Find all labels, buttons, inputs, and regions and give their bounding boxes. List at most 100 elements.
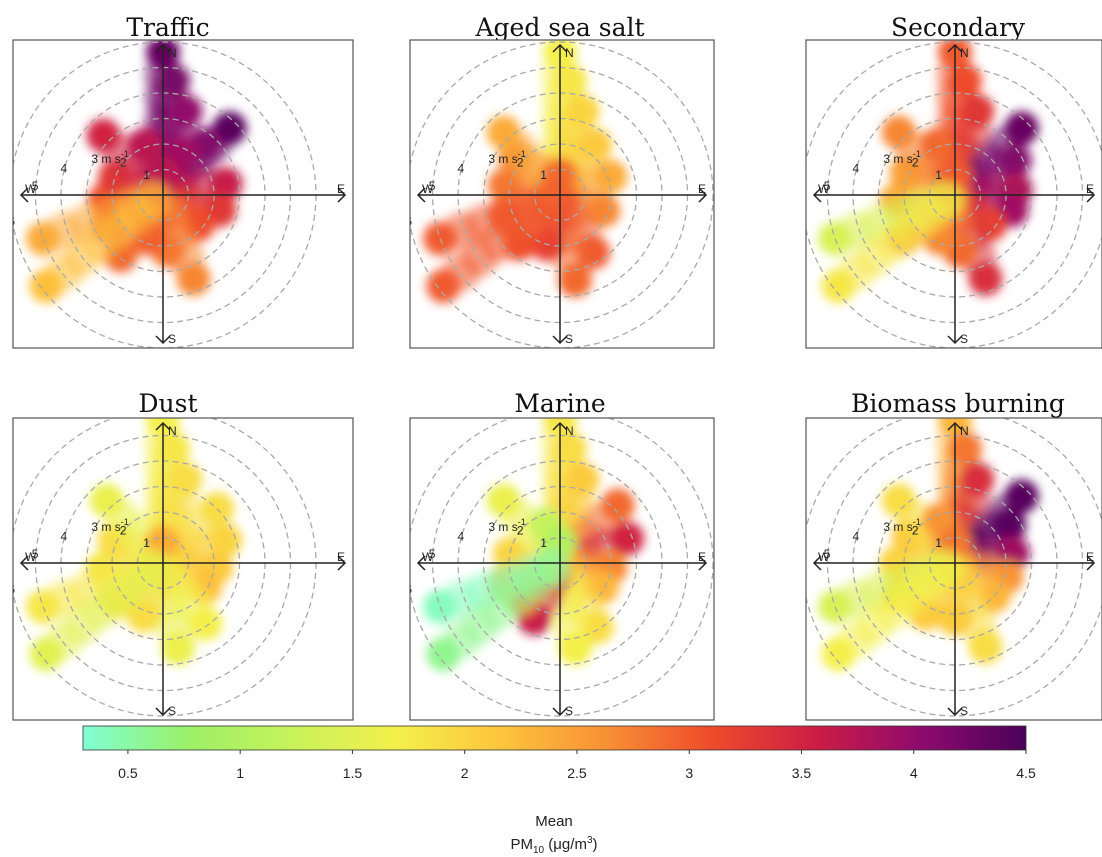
colorbar-tick-label: 3 (685, 765, 693, 781)
ring-label: 3 m s-1 (883, 149, 920, 166)
colorbar-tick-label: 0.5 (118, 765, 138, 781)
ring-label: 1 (540, 536, 547, 550)
ring-label: 4 (60, 530, 67, 544)
data-fill (532, 182, 571, 221)
colorbar-tick-label: 4 (910, 765, 918, 781)
ring-label: 5 (32, 547, 39, 561)
south-label: S (565, 704, 573, 718)
east-label: E (337, 550, 345, 564)
ring-label: 6 (800, 583, 807, 597)
ring-label: 3 m s-1 (883, 517, 920, 534)
west-label: W (818, 182, 830, 196)
panel-title: Aged sea salt (474, 13, 644, 42)
ring-label: 3 m s-1 (488, 517, 525, 534)
panel-title: Secondary (891, 13, 1026, 42)
ring-label: 5 (429, 547, 436, 561)
west-label: W (818, 550, 830, 564)
north-label: N (565, 46, 574, 60)
panel-title: Biomass burning (851, 389, 1065, 418)
panel-frame (409, 39, 715, 349)
north-label: N (960, 424, 969, 438)
colorbar-tick-label: 4.5 (1016, 765, 1036, 781)
panel-dust: Dust N S E W 1 23 m s-1 4 5 6 (8, 389, 354, 721)
east-label: E (1086, 182, 1094, 196)
colorbar-title: Mean (535, 813, 573, 830)
colorbar-tick-label: 3.5 (792, 765, 812, 781)
data-fill (532, 550, 571, 589)
south-label: S (565, 332, 573, 346)
panel-frame (805, 417, 1102, 721)
colorbar-tick-label: 2.5 (567, 765, 587, 781)
data-fill (135, 182, 174, 221)
panel-biomass-burning: Biomass burning N S E W 1 23 m s-1 4 5 6 (800, 389, 1102, 721)
south-label: S (960, 704, 968, 718)
speed-ring (806, 41, 1102, 348)
ring-label: 3 m s-1 (91, 517, 128, 534)
panel-frame (409, 417, 715, 721)
panel-frame (12, 417, 354, 721)
east-label: E (1086, 550, 1094, 564)
ring-label: 4 (852, 530, 859, 544)
ring-label: 2 (912, 523, 919, 537)
east-label: E (698, 550, 706, 564)
west-label: W (422, 550, 434, 564)
ring-label: 6 (800, 215, 807, 229)
colorbar-unit: PM10 (μg/m3) (511, 835, 598, 856)
data-fill (135, 550, 174, 589)
ring-label: 6 (8, 583, 15, 597)
ring-label: 6 (405, 215, 412, 229)
west-label: W (25, 182, 37, 196)
ring-label: 5 (429, 179, 436, 193)
ring-label: 4 (60, 162, 67, 176)
ring-label: 5 (824, 547, 831, 561)
ring-label: 5 (32, 179, 39, 193)
panel-secondary: Secondary N S E W 1 23 m s-1 4 5 6 (800, 13, 1102, 349)
south-label: S (168, 704, 176, 718)
ring-label: 4 (852, 162, 859, 176)
ring-label: 2 (120, 523, 127, 537)
ring-label: 2 (120, 155, 127, 169)
ring-label: 6 (405, 583, 412, 597)
panel-traffic: Traffic N S E W 1 23 m s-1 4 5 6 (8, 13, 354, 349)
speed-ring (410, 41, 714, 348)
colorbar-tick-label: 1.5 (343, 765, 363, 781)
panel-title: Dust (138, 389, 197, 418)
panel-title: Traffic (126, 13, 209, 42)
ring-label: 1 (935, 168, 942, 182)
colorbar-tick-label: 1 (236, 765, 244, 781)
colorbar: 0.5 1 1.5 2 2.5 3 3.5 4 4.5 Mean PM10 (μg/m3) (82, 725, 1036, 856)
data-fill (927, 550, 966, 589)
south-label: S (168, 332, 176, 346)
panel-frame (805, 39, 1102, 349)
pollution-surface (26, 40, 247, 304)
north-label: N (168, 46, 177, 60)
east-label: E (698, 182, 706, 196)
east-label: E (337, 182, 345, 196)
north-label: N (168, 424, 177, 438)
west-label: W (25, 550, 37, 564)
colorbar-tick-label: 2 (461, 765, 469, 781)
ring-label: 2 (912, 155, 919, 169)
panel-frame (12, 39, 354, 349)
panel-aged-sea-salt: Aged sea salt N S E W 1 23 m s-1 4 5 6 (405, 13, 715, 349)
data-fill (927, 182, 966, 221)
north-label: N (960, 46, 969, 60)
ring-label: 5 (824, 179, 831, 193)
ring-label: 3 m s-1 (91, 149, 128, 166)
north-label: N (565, 424, 574, 438)
ring-label: 4 (457, 530, 464, 544)
south-label: S (960, 332, 968, 346)
ring-label: 4 (457, 162, 464, 176)
panel-marine: Marine N S E W 1 23 m s-1 4 5 6 (405, 389, 715, 721)
ring-label: 1 (935, 536, 942, 550)
pollution-surface (26, 418, 243, 672)
ring-label: 3 m s-1 (488, 149, 525, 166)
west-label: W (422, 182, 434, 196)
ring-label: 6 (8, 215, 15, 229)
panel-title: Marine (514, 389, 605, 418)
ring-label: 2 (517, 155, 524, 169)
ring-label: 1 (143, 168, 150, 182)
colorbar-gradient (82, 725, 1027, 751)
